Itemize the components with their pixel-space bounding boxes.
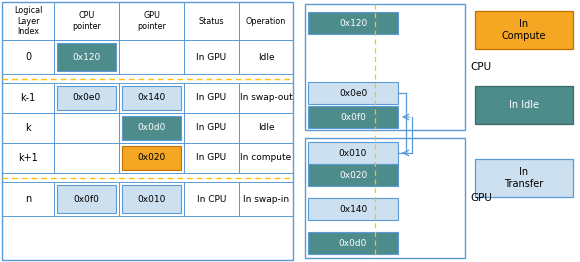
Bar <box>122 146 181 170</box>
Text: Status: Status <box>199 17 224 25</box>
Text: 0x140: 0x140 <box>137 94 166 102</box>
Bar <box>54 182 119 216</box>
Text: k+1: k+1 <box>18 153 38 163</box>
Bar <box>305 138 465 258</box>
Bar <box>54 2 119 40</box>
Text: 0x140: 0x140 <box>339 205 367 214</box>
Text: n: n <box>25 194 31 204</box>
Bar <box>2 143 54 173</box>
Text: 0x020: 0x020 <box>137 154 166 162</box>
Bar <box>184 83 239 113</box>
Bar <box>54 113 119 143</box>
Text: 0: 0 <box>25 52 31 62</box>
Bar <box>57 86 116 110</box>
Bar <box>184 40 239 74</box>
Bar <box>57 185 116 213</box>
Bar <box>308 164 398 186</box>
Text: In
Compute: In Compute <box>502 19 546 41</box>
Bar <box>239 143 293 173</box>
Bar <box>2 113 54 143</box>
Bar <box>119 143 184 173</box>
Bar <box>475 86 573 124</box>
Text: k-1: k-1 <box>20 93 35 103</box>
Bar <box>239 40 293 74</box>
Bar <box>239 182 293 216</box>
Text: 0x120: 0x120 <box>72 52 100 62</box>
Bar <box>308 12 398 34</box>
Text: 0x0e0: 0x0e0 <box>339 89 367 97</box>
Text: In GPU: In GPU <box>197 94 227 102</box>
Bar <box>119 2 184 40</box>
Bar <box>119 40 184 74</box>
Bar <box>475 159 573 197</box>
Bar <box>2 182 54 216</box>
Bar <box>2 40 54 74</box>
Bar <box>2 2 54 40</box>
Bar <box>119 83 184 113</box>
Bar <box>54 83 119 113</box>
Bar <box>239 2 293 40</box>
Text: In Idle: In Idle <box>509 100 539 110</box>
Text: In GPU: In GPU <box>197 123 227 133</box>
Text: In GPU: In GPU <box>197 154 227 162</box>
Text: GPU
pointer: GPU pointer <box>137 11 166 31</box>
Bar <box>122 116 181 140</box>
Text: k: k <box>25 123 31 133</box>
Text: Operation: Operation <box>246 17 286 25</box>
Bar <box>239 83 293 113</box>
Text: CPU
pointer: CPU pointer <box>72 11 101 31</box>
Text: Logical
Layer
Index: Logical Layer Index <box>14 6 42 36</box>
Bar <box>2 2 293 260</box>
Bar <box>54 40 119 74</box>
Text: 0x0f0: 0x0f0 <box>340 112 366 122</box>
Text: 0x010: 0x010 <box>339 149 367 157</box>
Bar <box>305 4 465 130</box>
Text: 0x120: 0x120 <box>339 19 367 28</box>
Text: In GPU: In GPU <box>197 52 227 62</box>
Bar <box>308 198 398 220</box>
Bar <box>119 182 184 216</box>
Bar <box>475 11 573 49</box>
Text: In swap-in: In swap-in <box>243 194 289 204</box>
Bar <box>54 143 119 173</box>
Text: In CPU: In CPU <box>197 194 226 204</box>
Text: 0x010: 0x010 <box>137 194 166 204</box>
Bar <box>119 113 184 143</box>
Text: Idle: Idle <box>258 123 274 133</box>
Text: 0x0e0: 0x0e0 <box>72 94 100 102</box>
Bar <box>184 113 239 143</box>
Bar <box>184 182 239 216</box>
Text: 0x0f0: 0x0f0 <box>74 194 99 204</box>
Text: 0x0d0: 0x0d0 <box>137 123 166 133</box>
Text: CPU: CPU <box>470 62 491 72</box>
Text: In
Transfer: In Transfer <box>505 167 543 189</box>
Bar <box>308 82 398 104</box>
Bar <box>308 142 398 164</box>
Bar <box>184 143 239 173</box>
Bar <box>308 106 398 128</box>
Text: GPU: GPU <box>470 193 492 203</box>
Bar <box>122 86 181 110</box>
Text: Idle: Idle <box>258 52 274 62</box>
Text: 0x0d0: 0x0d0 <box>339 238 367 248</box>
Text: In swap-out: In swap-out <box>240 94 292 102</box>
Bar <box>239 113 293 143</box>
Text: In compute: In compute <box>240 154 292 162</box>
Bar <box>122 185 181 213</box>
Bar <box>184 2 239 40</box>
Bar <box>2 83 54 113</box>
Bar <box>57 43 116 71</box>
Bar <box>308 232 398 254</box>
Text: 0x020: 0x020 <box>339 171 367 179</box>
